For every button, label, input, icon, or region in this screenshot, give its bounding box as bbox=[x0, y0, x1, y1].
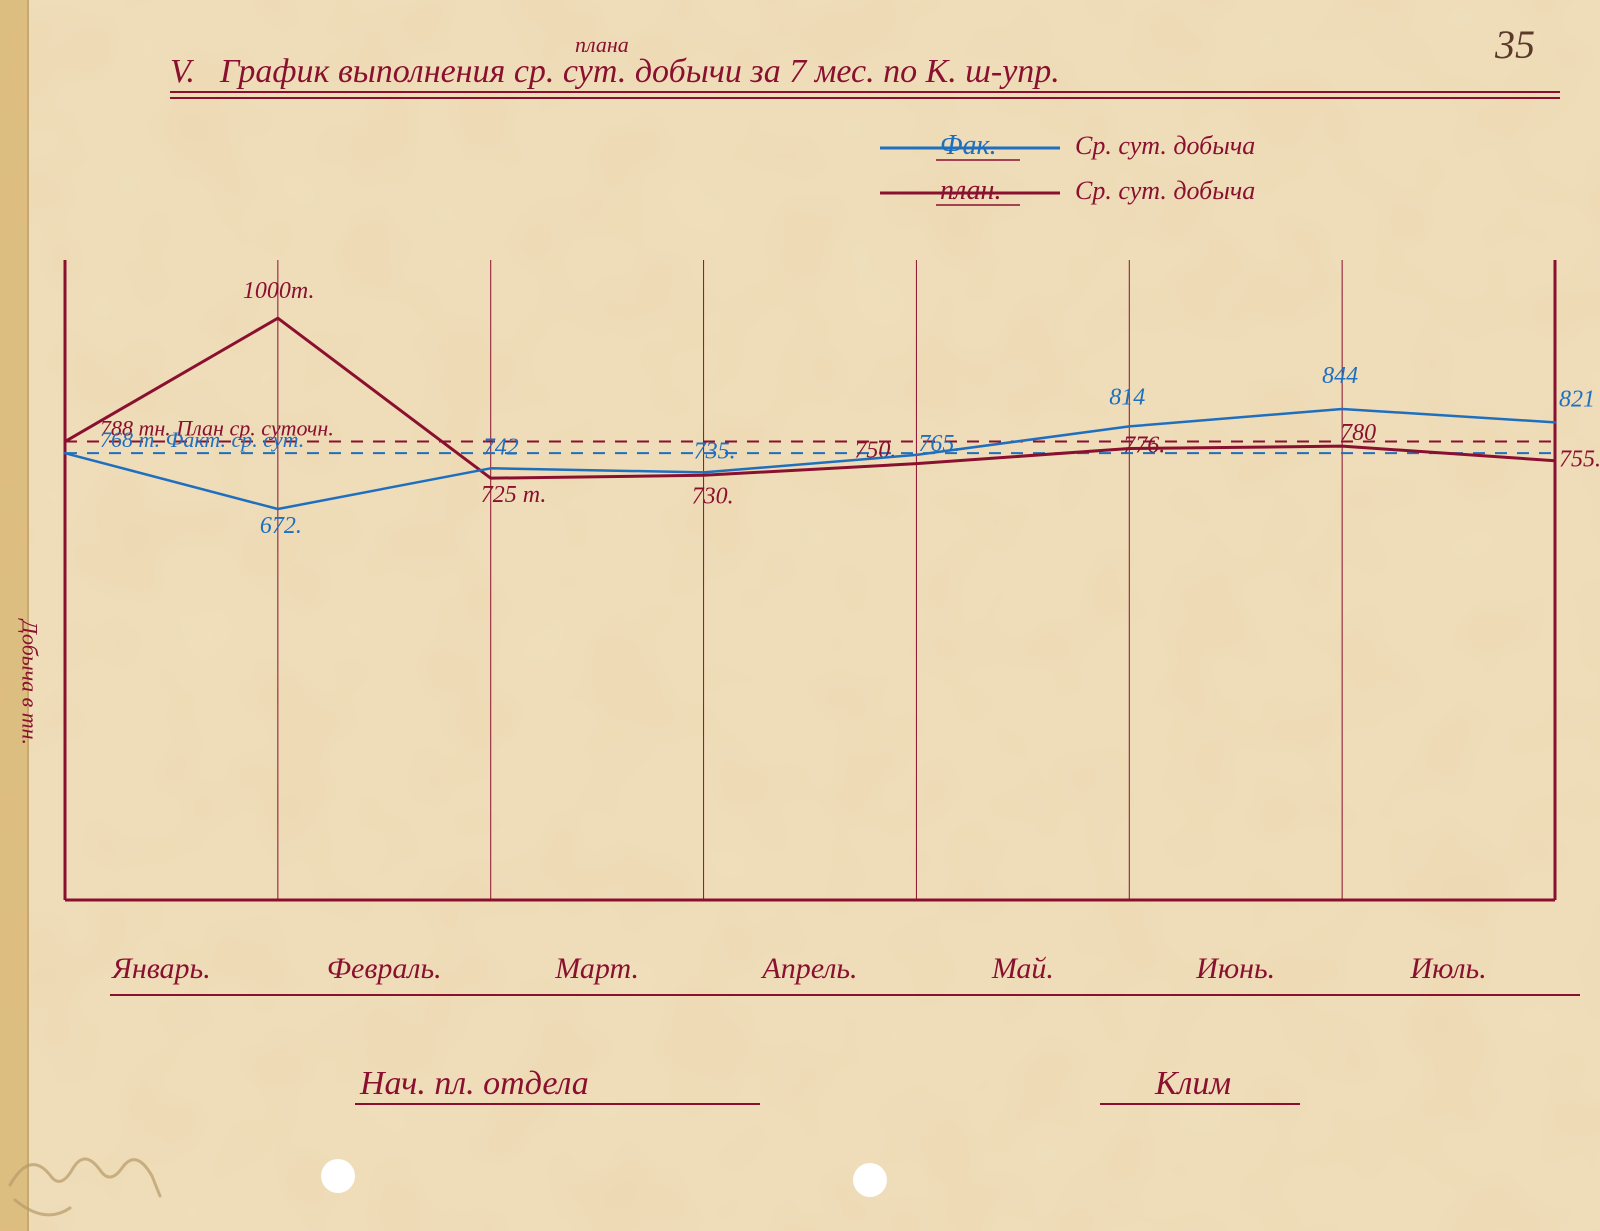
svg-text:График выполнения ср. сут. доб: График выполнения ср. сут. добычи за 7 м… bbox=[219, 53, 1060, 90]
svg-text:1000т.: 1000т. bbox=[243, 278, 315, 304]
svg-text:Июль.: Июль. bbox=[1409, 952, 1486, 985]
svg-text:780: 780 bbox=[1340, 420, 1376, 446]
svg-text:765.: 765. bbox=[918, 431, 960, 457]
svg-text:плана: плана bbox=[575, 32, 629, 57]
svg-text:Март.: Март. bbox=[554, 952, 639, 985]
svg-text:Февраль.: Февраль. bbox=[327, 952, 442, 985]
svg-text:Фак.: Фак. bbox=[940, 130, 997, 161]
svg-text:Апрель.: Апрель. bbox=[760, 952, 857, 985]
svg-text:814: 814 bbox=[1109, 384, 1145, 410]
svg-text:Май.: Май. bbox=[991, 952, 1054, 985]
svg-text:821: 821 bbox=[1559, 386, 1595, 412]
svg-text:725 т.: 725 т. bbox=[481, 482, 547, 508]
chart-document: 35 V. График выполнения ср. сут. добычи за… bbox=[0, 0, 1600, 1231]
svg-text:755.: 755. bbox=[1559, 447, 1600, 473]
svg-text:768 т. Факт. ср. сут.: 768 т. Факт. ср. сут. bbox=[100, 427, 304, 452]
svg-text:V.: V. bbox=[170, 53, 195, 90]
svg-text:Июнь.: Июнь. bbox=[1195, 952, 1275, 985]
svg-text:Ср. сут. добыча: Ср. сут. добыча bbox=[1075, 176, 1255, 205]
svg-text:Нач. пл. отдела: Нач. пл. отдела bbox=[359, 1065, 589, 1102]
svg-text:742: 742 bbox=[483, 434, 519, 460]
svg-text:735.: 735. bbox=[694, 438, 736, 464]
svg-text:Добыча в тн.: Добыча в тн. bbox=[18, 618, 43, 745]
svg-text:план.: план. bbox=[940, 175, 1001, 206]
svg-text:Ср. сут. добыча: Ср. сут. добыча bbox=[1075, 131, 1255, 160]
svg-text:672.: 672. bbox=[260, 513, 302, 539]
svg-text:776.: 776. bbox=[1123, 433, 1165, 459]
svg-text:Январь.: Январь. bbox=[110, 952, 211, 985]
svg-text:35: 35 bbox=[1494, 22, 1535, 67]
svg-text:730.: 730. bbox=[692, 483, 734, 509]
svg-text:844: 844 bbox=[1322, 363, 1358, 389]
svg-text:Клим: Клим bbox=[1154, 1065, 1231, 1102]
